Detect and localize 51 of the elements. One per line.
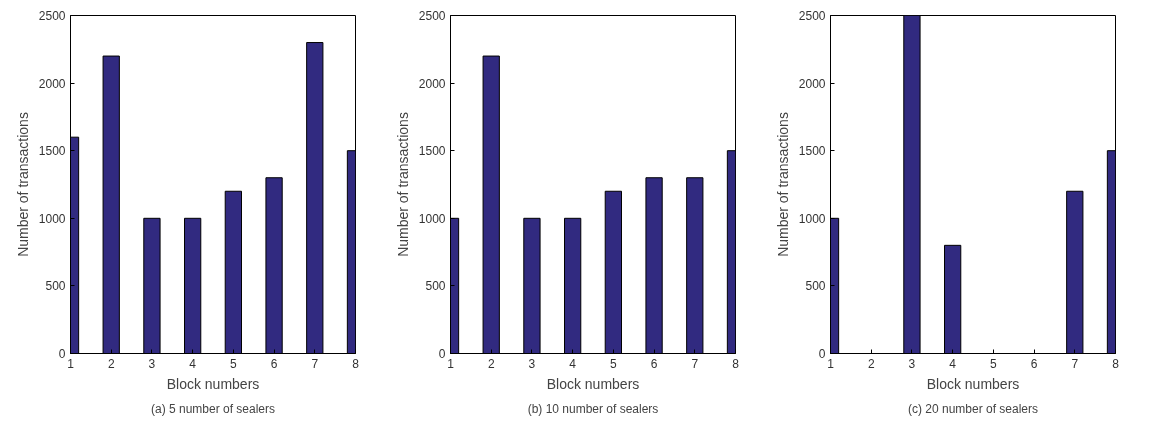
y-tick-label: 2500 bbox=[798, 9, 826, 23]
y-tick-label: 1500 bbox=[418, 144, 446, 159]
x-tick-label: 5 bbox=[230, 356, 238, 371]
x-tick-label: 4 bbox=[569, 356, 577, 371]
x-tick-label: 8 bbox=[352, 356, 360, 371]
x-tick-label: 3 bbox=[148, 356, 156, 371]
x-tick-label: 1 bbox=[447, 356, 455, 371]
x-tick-label: 1 bbox=[827, 356, 835, 371]
x-tick-label: 7 bbox=[1071, 356, 1079, 371]
y-axis-title: Number of transactions bbox=[394, 112, 411, 257]
x-axis-title: Block numbers bbox=[926, 375, 1020, 392]
y-tick-label: 500 bbox=[425, 279, 446, 294]
x-tick-label: 2 bbox=[107, 356, 115, 371]
x-axis-title: Block numbers bbox=[166, 375, 260, 392]
y-tick-label: 1500 bbox=[798, 144, 826, 159]
y-tick-label: 1000 bbox=[38, 211, 66, 226]
x-tick-label: 1 bbox=[67, 356, 75, 371]
x-tick-label: 3 bbox=[528, 356, 536, 371]
x-tick-label: 7 bbox=[691, 356, 699, 371]
x-tick-label: 7 bbox=[311, 356, 319, 371]
y-axis-title: Number of transactions bbox=[14, 112, 31, 257]
y-tick-label: 1000 bbox=[418, 211, 446, 226]
y-tick-label: 500 bbox=[805, 279, 826, 294]
x-tick-label: 8 bbox=[732, 356, 740, 371]
x-tick-label: 2 bbox=[487, 356, 495, 371]
text: (b) 10 number of sealers bbox=[527, 401, 659, 416]
x-tick-label: 6 bbox=[270, 356, 278, 371]
x-tick-label: 4 bbox=[189, 356, 197, 371]
x-tick-label: 2 bbox=[867, 356, 875, 371]
x-tick-label: 6 bbox=[1030, 356, 1038, 371]
text: (c) 20 number of sealers bbox=[907, 401, 1039, 416]
y-tick-label: 2000 bbox=[38, 76, 66, 91]
y-axis-title: Number of transactions bbox=[774, 112, 791, 257]
x-tick-label: 5 bbox=[990, 356, 998, 371]
y-tick-label: 0 bbox=[818, 347, 826, 361]
x-tick-label: 3 bbox=[908, 356, 916, 371]
y-tick-label: 2000 bbox=[798, 76, 826, 91]
x-tick-label: 6 bbox=[650, 356, 658, 371]
y-tick-label: 0 bbox=[438, 347, 446, 361]
y-tick-label: 500 bbox=[45, 279, 66, 294]
y-tick-label: 1500 bbox=[38, 144, 66, 159]
y-tick-label: 1000 bbox=[798, 211, 826, 226]
x-tick-label: 5 bbox=[610, 356, 618, 371]
y-tick-label: 0 bbox=[58, 347, 66, 361]
y-tick-label: 2500 bbox=[418, 9, 446, 23]
x-tick-label: 4 bbox=[949, 356, 957, 371]
text: (a) 5 number of sealers bbox=[150, 401, 276, 416]
y-tick-label: 2500 bbox=[38, 9, 66, 23]
x-tick-label: 8 bbox=[1112, 356, 1120, 371]
y-tick-label: 2000 bbox=[418, 76, 446, 91]
x-axis-title: Block numbers bbox=[546, 375, 640, 392]
